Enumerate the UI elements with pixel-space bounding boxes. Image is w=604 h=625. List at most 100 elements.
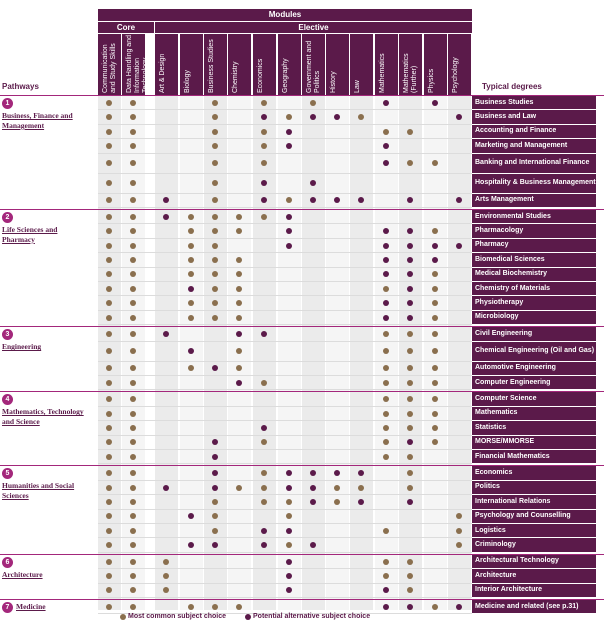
common-choice-dot <box>106 285 112 292</box>
common-choice-dot <box>106 114 112 121</box>
common-choice-dot <box>407 348 413 355</box>
typical-degrees-heading: Typical degrees <box>482 82 542 91</box>
alternative-choice-dot <box>456 603 462 610</box>
common-choice-dot <box>383 527 389 534</box>
common-choice-dot <box>236 285 242 292</box>
subject-header-cell <box>448 34 471 95</box>
common-choice-dot <box>106 128 112 135</box>
common-choice-dot <box>130 256 136 263</box>
alternative-choice-dot <box>383 314 389 321</box>
alternative-choice-dot <box>286 470 292 477</box>
common-choice-dot <box>432 228 438 235</box>
subject-label: Art & Design <box>159 53 166 93</box>
common-choice-dot <box>188 271 194 278</box>
alternative-choice-dot <box>407 603 413 610</box>
common-choice-dot <box>106 453 112 460</box>
common-choice-dot <box>106 180 112 187</box>
common-choice-dot <box>130 330 136 337</box>
row-separator <box>98 597 472 598</box>
group-divider <box>0 599 604 600</box>
alternative-choice-dot <box>236 379 242 386</box>
degree-label: Interior Architecture <box>472 583 596 597</box>
common-choice-dot <box>261 498 267 505</box>
common-choice-dot <box>130 213 136 220</box>
alternative-choice-dot <box>261 542 267 549</box>
elective-header: Elective <box>155 22 472 33</box>
subject-header-cell <box>278 34 301 95</box>
alternative-choice-dot <box>188 348 194 355</box>
row-separator <box>98 138 472 140</box>
subject-column-bg <box>350 96 373 610</box>
subject-column-bg <box>326 96 349 610</box>
common-choice-dot <box>383 379 389 386</box>
alternative-choice-dot <box>407 228 413 235</box>
alternative-choice-dot <box>407 242 413 249</box>
alternative-choice-dot <box>163 197 169 204</box>
common-choice-dot <box>130 558 136 565</box>
alternative-choice-dot <box>188 513 194 520</box>
common-choice-dot <box>261 213 267 220</box>
alternative-choice-dot <box>261 180 267 187</box>
pathway-number-badge: 1 <box>2 98 13 109</box>
common-choice-dot <box>383 572 389 579</box>
subject-label: Mathematics <box>379 53 386 93</box>
common-choice-dot <box>212 256 218 263</box>
subject-label: Biology <box>184 70 191 93</box>
subject-column-bg <box>204 96 227 610</box>
alternative-choice-dot <box>334 470 340 477</box>
legend-common-label: Most common subject choice <box>128 613 227 620</box>
degree-label: Biomedical Sciences <box>472 253 596 267</box>
degree-label: Accounting and Finance <box>472 124 596 139</box>
degree-label: Business Studies <box>472 96 596 110</box>
common-choice-dot <box>130 424 136 431</box>
subject-column-bg <box>448 96 471 610</box>
group-divider <box>0 391 604 393</box>
common-choice-dot <box>130 114 136 121</box>
common-choice-dot <box>261 99 267 106</box>
common-choice-dot <box>130 197 136 204</box>
degree-label: International Relations <box>472 495 596 509</box>
alternative-choice-dot <box>310 470 316 477</box>
common-choice-dot <box>130 365 136 372</box>
common-choice-dot <box>456 542 462 549</box>
common-choice-dot <box>383 424 389 431</box>
alternative-choice-dot <box>286 228 292 235</box>
common-choice-dot <box>407 572 413 579</box>
common-choice-dot <box>407 330 413 337</box>
degree-label: Logistics <box>472 524 596 538</box>
common-choice-dot <box>261 484 267 491</box>
common-choice-dot <box>212 242 218 249</box>
subject-label: Communication and Study Skills <box>102 43 117 93</box>
alternative-choice-dot <box>407 197 413 204</box>
common-choice-dot <box>130 439 136 446</box>
alternative-choice-dot <box>310 114 316 121</box>
common-choice-dot <box>358 484 364 491</box>
alternative-choice-dot <box>286 484 292 491</box>
legend-alternative-label: Potential alternative subject choice <box>253 613 371 620</box>
alternative-choice-dot <box>236 330 242 337</box>
common-choice-dot <box>106 498 112 505</box>
common-choice-dot <box>261 470 267 477</box>
alternative-choice-dot <box>261 330 267 337</box>
common-choice-dot <box>212 285 218 292</box>
degree-label: Microbiology <box>472 310 596 325</box>
common-choice-dot <box>236 300 242 307</box>
common-choice-dot <box>130 379 136 386</box>
common-choice-dot <box>106 572 112 579</box>
common-choice-dot <box>106 587 112 594</box>
common-choice-dot <box>106 365 112 372</box>
group-divider <box>0 553 604 555</box>
common-choice-dot <box>236 228 242 235</box>
row-separator <box>98 582 472 584</box>
common-choice-dot <box>130 228 136 235</box>
alternative-choice-dot <box>286 587 292 594</box>
alternative-choice-dot <box>383 142 389 149</box>
common-choice-dot <box>286 542 292 549</box>
degree-label: Banking and International Finance <box>472 153 596 173</box>
common-choice-dot <box>383 396 389 403</box>
row-separator <box>98 223 472 225</box>
common-choice-dot <box>432 379 438 386</box>
alternative-choice-dot <box>358 197 364 204</box>
alternative-choice-dot <box>310 484 316 491</box>
common-choice-dot <box>383 558 389 565</box>
